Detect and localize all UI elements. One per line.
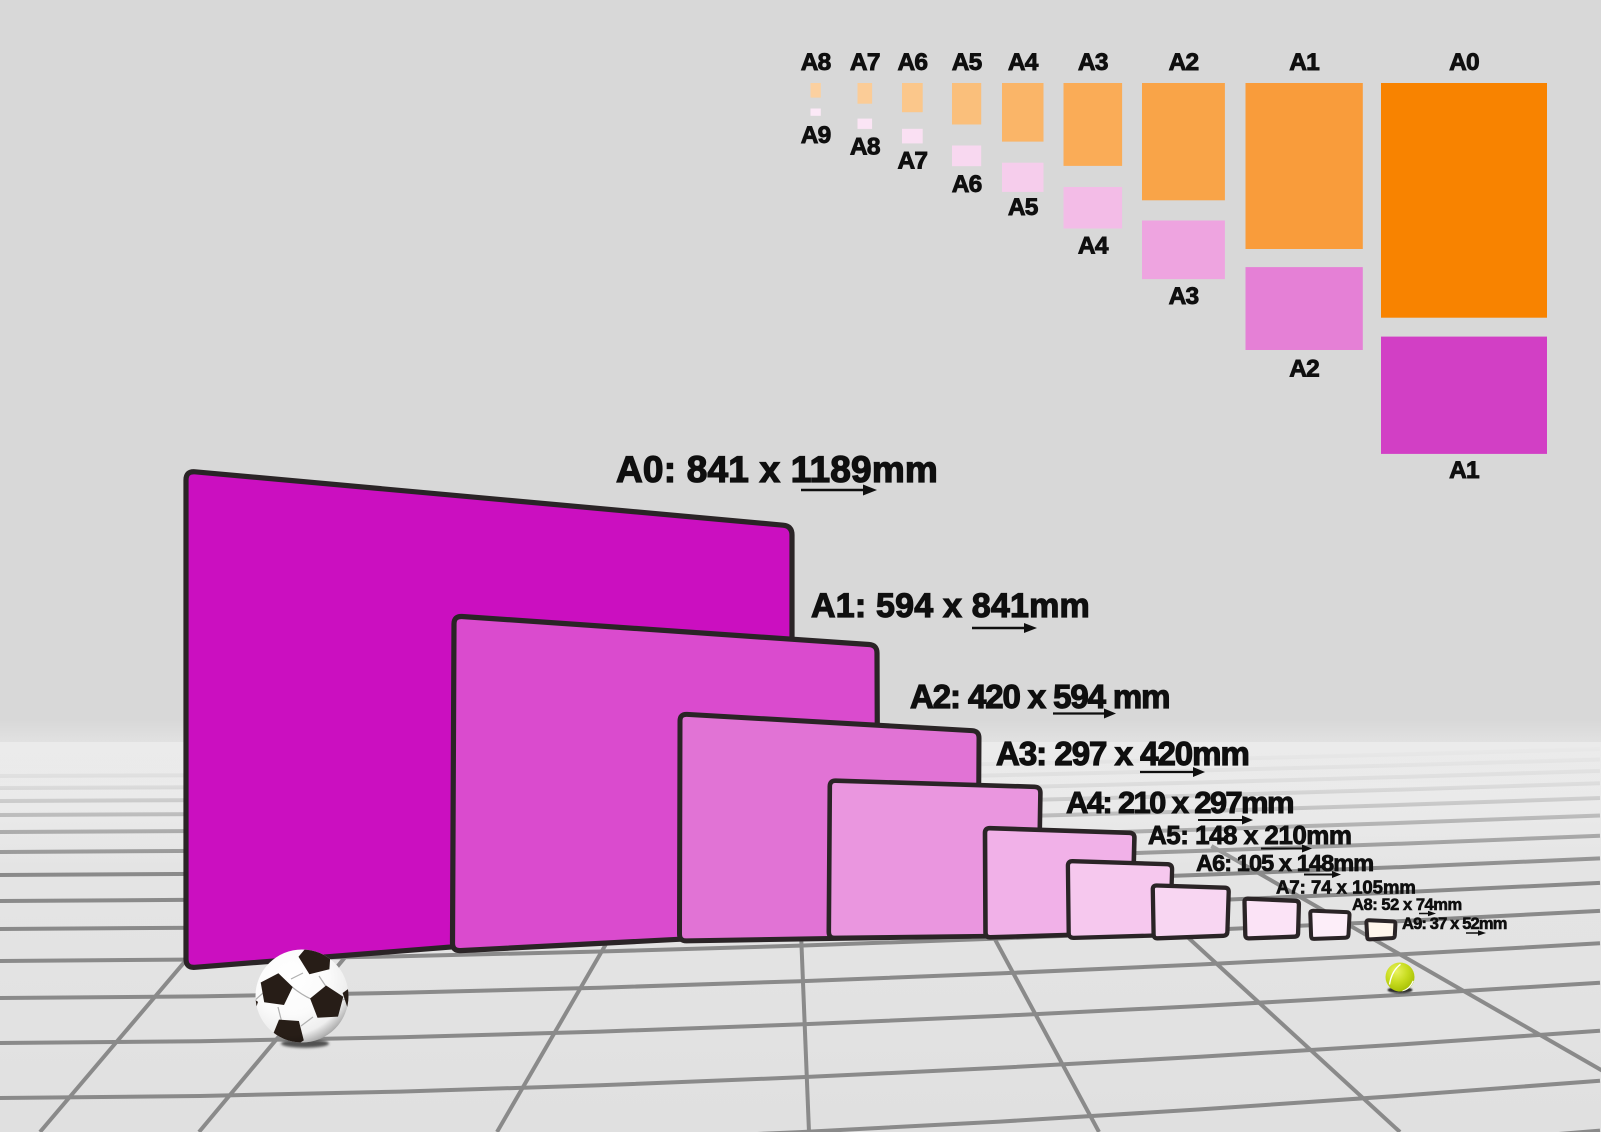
svg-text:A5: 148 x 210mm: A5: 148 x 210mm [1148, 820, 1352, 850]
svg-text:A7: 74 x 105mm: A7: 74 x 105mm [1276, 877, 1416, 898]
svg-text:A0: A0 [1449, 49, 1479, 76]
svg-text:A6: A6 [952, 171, 982, 198]
svg-text:A1: A1 [1449, 457, 1479, 484]
svg-text:A1: 594 x 841mm: A1: 594 x 841mm [811, 587, 1090, 625]
svg-text:A0: 841 x 1189mm: A0: 841 x 1189mm [616, 449, 938, 490]
svg-text:A7: A7 [898, 148, 928, 175]
svg-text:A3: A3 [1078, 49, 1108, 76]
svg-text:A1: A1 [1289, 49, 1319, 76]
svg-text:A4: 210 x 297mm: A4: 210 x 297mm [1066, 785, 1293, 820]
svg-text:A9: 37 x 52mm: A9: 37 x 52mm [1402, 915, 1507, 933]
svg-text:A8: A8 [801, 49, 831, 76]
svg-text:A5: A5 [952, 49, 982, 76]
svg-text:A5: A5 [1008, 194, 1038, 221]
svg-text:A3: 297 x 420mm: A3: 297 x 420mm [996, 735, 1249, 772]
svg-text:A2: A2 [1289, 356, 1319, 383]
svg-text:A8: A8 [850, 134, 880, 161]
svg-text:A2: 420 x 594 mm: A2: 420 x 594 mm [910, 678, 1169, 715]
svg-text:A3: A3 [1169, 283, 1199, 310]
svg-text:A6: A6 [898, 49, 928, 76]
svg-text:A4: A4 [1078, 232, 1109, 259]
svg-text:A6: 105 x 148mm: A6: 105 x 148mm [1196, 850, 1373, 876]
svg-text:A7: A7 [850, 49, 880, 76]
svg-text:A2: A2 [1169, 49, 1199, 76]
svg-text:A9: A9 [801, 122, 831, 149]
svg-text:A4: A4 [1008, 49, 1039, 76]
svg-text:A8: 52 x 74mm: A8: 52 x 74mm [1352, 896, 1462, 914]
